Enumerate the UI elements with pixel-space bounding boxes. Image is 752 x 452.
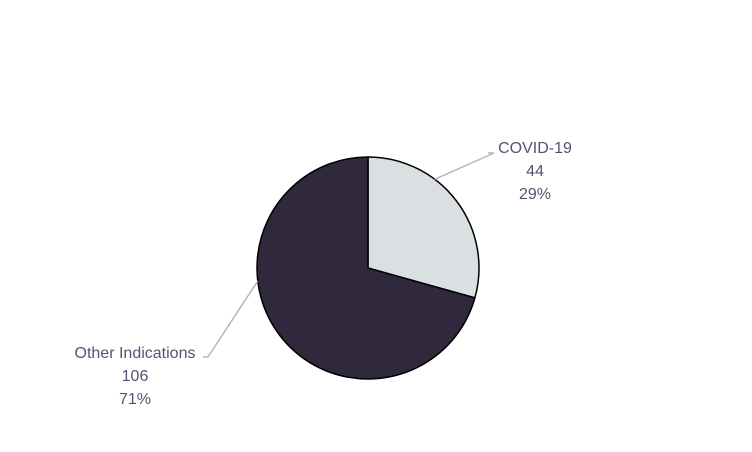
leader-line: [203, 280, 259, 358]
slice-label-name: Other Indications: [75, 345, 196, 362]
slice-label-value: 106: [122, 368, 149, 385]
slice-label-name: COVID-19: [498, 140, 572, 157]
slice-label-percent: 29%: [519, 186, 551, 203]
slice-label-value: 44: [526, 163, 544, 180]
slice-label-percent: 71%: [119, 391, 151, 408]
pie-slices: [256, 156, 480, 380]
leader-lines: [203, 152, 495, 358]
leader-line: [434, 152, 495, 180]
slice-labels: COVID-19 44 29% Other Indications 106 71…: [75, 140, 572, 408]
pie-slice: [367, 156, 480, 299]
pie-slice: [256, 156, 476, 380]
